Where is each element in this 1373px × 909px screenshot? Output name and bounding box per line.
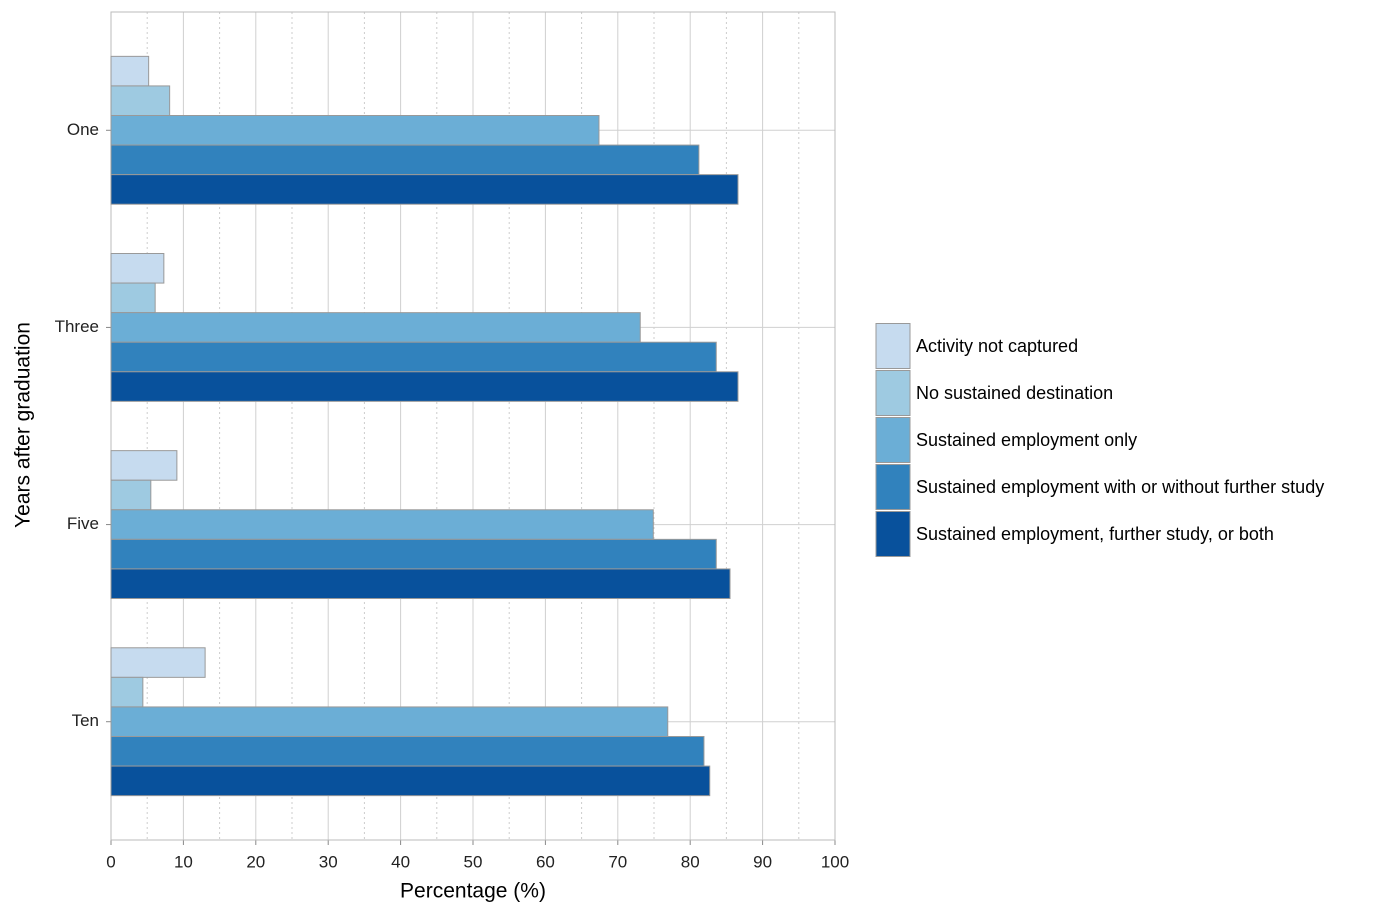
plot-border [110, 11, 836, 841]
bar [110, 647, 206, 678]
bar [110, 115, 600, 146]
x-tick-label: 50 [464, 852, 483, 871]
x-tick-label: 30 [319, 852, 338, 871]
x-tick-label: 40 [391, 852, 410, 871]
bar [110, 676, 144, 708]
bar [110, 479, 152, 511]
bar [110, 538, 717, 570]
x-axis-title: Percentage (%) [400, 880, 546, 903]
bar [110, 706, 669, 738]
legend-label: Activity not captured [916, 336, 1078, 356]
legend-label: Sustained employment, further study, or … [916, 524, 1274, 544]
bar [110, 341, 717, 373]
x-tick-label: 20 [246, 852, 265, 871]
legend-label: No sustained destination [916, 383, 1113, 403]
legend-label: Sustained employment only [916, 430, 1137, 450]
x-tick-label: 10 [174, 852, 193, 871]
y-axis-title: Years after graduation [12, 322, 35, 528]
x-tick-label: 60 [536, 852, 555, 871]
bar [110, 736, 705, 767]
x-tick-label: 80 [681, 852, 700, 871]
bar [110, 312, 641, 343]
legend-key [875, 417, 911, 463]
legend-key [875, 464, 911, 510]
x-tick-label: 70 [608, 852, 627, 871]
y-tick-label: Five [67, 514, 99, 533]
legend-label: Sustained employment with or without fur… [916, 477, 1324, 497]
bar [110, 568, 731, 600]
bar [110, 144, 700, 176]
x-tick-label: 0 [106, 852, 115, 871]
bar [110, 85, 171, 117]
y-tick-label: Ten [72, 711, 99, 730]
bar [110, 55, 150, 87]
y-tick-label: Three [55, 317, 99, 336]
bar [110, 174, 739, 205]
bar [110, 450, 178, 481]
bar [110, 253, 165, 284]
bar [110, 765, 711, 797]
legend-key [875, 370, 911, 416]
x-tick-label: 90 [753, 852, 772, 871]
bar [110, 371, 739, 402]
bar [110, 509, 654, 540]
legend-key [875, 323, 911, 369]
bar [110, 282, 156, 314]
y-tick-label: One [67, 120, 99, 139]
x-tick-label: 100 [821, 852, 849, 871]
legend-key [875, 511, 911, 557]
